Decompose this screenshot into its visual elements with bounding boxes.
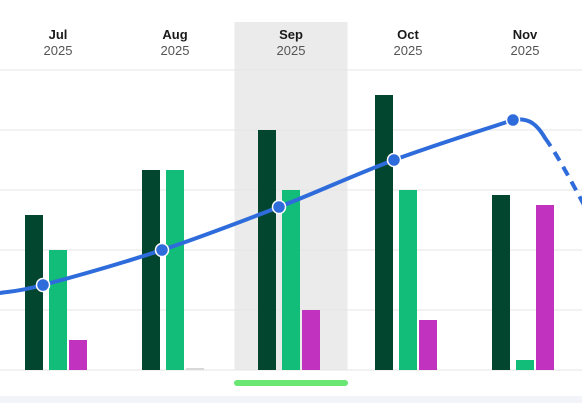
month-label-aug[interactable]: Aug 2025 (125, 27, 225, 59)
year-name: 2025 (276, 43, 306, 58)
bar (282, 190, 300, 370)
month-name: Oct (397, 27, 419, 42)
year-name: 2025 (43, 43, 73, 58)
bar (399, 190, 417, 370)
bar (25, 215, 43, 370)
month-label-jul[interactable]: Jul 2025 (8, 27, 108, 59)
month-name: Jul (48, 27, 68, 42)
bar (516, 360, 534, 370)
bottom-strip (0, 396, 582, 403)
line-forecast-dashed (543, 136, 582, 206)
bar (49, 250, 67, 370)
bar (258, 130, 276, 370)
month-name: Sep (279, 27, 303, 42)
bar (419, 320, 437, 370)
line-point (271, 199, 287, 215)
month-label-sep[interactable]: Sep 2025 (241, 27, 341, 59)
year-name: 2025 (160, 43, 190, 58)
month-label-nov[interactable]: Nov 2025 (475, 27, 575, 59)
line-point (505, 112, 521, 128)
bar (302, 310, 320, 370)
line-point (386, 152, 402, 168)
line-point (35, 277, 51, 293)
bar (166, 170, 184, 370)
selected-month-indicator[interactable] (234, 380, 348, 386)
bar (186, 368, 204, 370)
year-name: 2025 (510, 43, 540, 58)
bar (536, 205, 554, 370)
bar (142, 170, 160, 370)
line-point (154, 242, 170, 258)
year-name: 2025 (393, 43, 423, 58)
month-name: Aug (162, 27, 188, 42)
month-label-oct[interactable]: Oct 2025 (358, 27, 458, 59)
bar (492, 195, 510, 370)
bar (375, 95, 393, 370)
bar (69, 340, 87, 370)
month-name: Nov (512, 27, 538, 42)
